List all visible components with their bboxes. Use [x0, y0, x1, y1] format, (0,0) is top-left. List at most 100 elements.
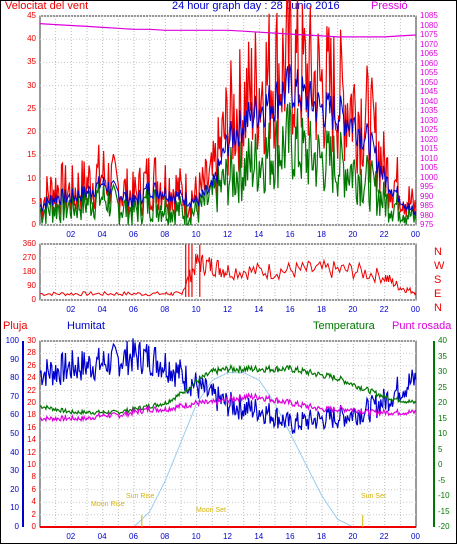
x-tick-label: 08 — [160, 305, 170, 314]
rain-tick: 14 — [27, 435, 36, 445]
direction-tick: 0 — [31, 295, 36, 304]
rain-tick: 0 — [31, 522, 36, 531]
x-tick-label: 02 — [66, 230, 76, 239]
pressure-tick: 1025 — [420, 125, 438, 134]
pressure-tick: 1035 — [420, 106, 438, 115]
wind-speed-label: Velocitat del vent — [5, 0, 89, 12]
rain-tick: 28 — [27, 348, 36, 358]
wind-speed-tick: 30 — [27, 80, 36, 90]
compass-label: N — [434, 302, 442, 314]
x-tick-label: 20 — [348, 230, 358, 239]
rain-tick: 12 — [27, 447, 36, 457]
moon-set-annotation: Moon Set — [196, 507, 226, 514]
pressure-tick: 985 — [420, 201, 434, 210]
x-tick-label: 06 — [129, 532, 138, 541]
pressure-tick: 1005 — [420, 163, 438, 172]
rain-tick: 22 — [27, 385, 36, 395]
x-tick-label: 14 — [254, 305, 264, 314]
sun-rise-annotation: Sun Rise — [126, 493, 155, 500]
x-tick-label: 18 — [317, 230, 326, 239]
temperature-tick: -20 — [438, 522, 450, 531]
wind-speed-line — [39, 102, 417, 226]
humidity-tick: 90 — [10, 354, 19, 364]
humidity-label: Humitat — [67, 320, 105, 332]
x-tick-label: 10 — [191, 230, 201, 239]
pressure-line — [39, 23, 417, 38]
humidity-tick: 50 — [10, 429, 19, 438]
compass-label: E — [434, 288, 442, 300]
rain-tick: 26 — [27, 360, 36, 370]
temperature-tick: -15 — [438, 506, 450, 516]
temperature-tick: 30 — [438, 367, 447, 376]
temperature-line — [39, 363, 417, 416]
moon-rise-annotation: Moon Rise — [91, 501, 125, 508]
wind-speed-tick: 35 — [27, 57, 36, 67]
temperature-tick: 0 — [438, 460, 443, 469]
wind-direction-line — [39, 253, 417, 297]
x-tick-label: 00 — [411, 532, 420, 541]
humidity-tick: 40 — [10, 447, 19, 457]
humidity-tick: 70 — [10, 391, 19, 401]
pressure-tick: 1085 — [420, 11, 438, 20]
temperature-tick: -5 — [438, 475, 446, 485]
x-tick-label: 02 — [66, 532, 76, 541]
humidity-tick: 60 — [10, 410, 19, 420]
x-tick-label: 22 — [379, 305, 389, 314]
humidity-tick: 0 — [14, 522, 19, 531]
pressure-tick: 1080 — [420, 20, 438, 30]
rain-tick: 2 — [31, 509, 36, 519]
wind-speed-tick: 0 — [31, 220, 36, 229]
pressure-tick: 1010 — [420, 153, 438, 163]
rain-tick: 30 — [27, 336, 36, 345]
x-tick-label: 12 — [223, 230, 232, 239]
direction-tick: 180 — [22, 267, 36, 276]
wind-speed-tick: 15 — [27, 150, 36, 160]
humidity-tick: 80 — [10, 373, 19, 383]
pressure-tick: 990 — [420, 191, 434, 201]
sun-set-annotation: Sun Set — [361, 493, 386, 500]
pressure-tick: 995 — [420, 182, 434, 191]
wind-average-line — [39, 64, 417, 216]
x-tick-label: 16 — [285, 305, 295, 314]
pressure-tick: 1015 — [420, 144, 438, 153]
humidity-tick: 20 — [10, 484, 19, 494]
x-tick-label: 04 — [97, 532, 107, 541]
rain-tick: 20 — [27, 398, 36, 407]
pressure-tick: 1000 — [420, 172, 438, 182]
x-tick-label: 20 — [348, 532, 358, 541]
x-tick-label: 14 — [254, 532, 264, 541]
x-tick-label: 04 — [97, 305, 107, 314]
pressure-tick: 1055 — [420, 68, 438, 77]
pressure-tick: 980 — [420, 210, 434, 220]
x-tick-label: 14 — [254, 230, 264, 239]
pressure-tick: 975 — [420, 220, 434, 229]
temperature-label: Temperatura — [313, 320, 375, 332]
compass-label: N — [434, 246, 442, 258]
rain-tick: 24 — [27, 373, 36, 383]
pressure-tick: 1040 — [420, 96, 438, 106]
temperature-tick: 35 — [438, 351, 447, 361]
x-tick-label: 22 — [379, 230, 389, 239]
x-tick-label: 12 — [223, 305, 232, 314]
rain-tick: 18 — [27, 410, 36, 420]
direction-tick: 90 — [27, 281, 36, 290]
humidity-line — [39, 338, 417, 434]
direction-tick: 360 — [22, 239, 36, 248]
pressure-tick: 1045 — [420, 87, 438, 96]
pressure-tick: 1020 — [420, 134, 438, 144]
compass-label: S — [434, 274, 442, 286]
x-tick-label: 20 — [348, 305, 358, 314]
pressure-tick: 1060 — [420, 58, 438, 68]
pressure-tick: 1075 — [420, 30, 438, 39]
temperature-tick: 20 — [438, 398, 447, 407]
wind-speed-tick: 20 — [27, 127, 36, 137]
temperature-tick: 15 — [438, 413, 447, 423]
humidity-tick: 10 — [10, 503, 19, 513]
rain-tick: 16 — [27, 422, 36, 432]
x-tick-label: 04 — [97, 230, 107, 239]
wind-speed-tick: 25 — [27, 103, 36, 113]
pressure-tick: 1065 — [420, 49, 438, 58]
rain-tick: 10 — [27, 460, 36, 469]
temperature-tick: 25 — [438, 382, 447, 392]
pressure-tick: 1070 — [420, 39, 438, 49]
